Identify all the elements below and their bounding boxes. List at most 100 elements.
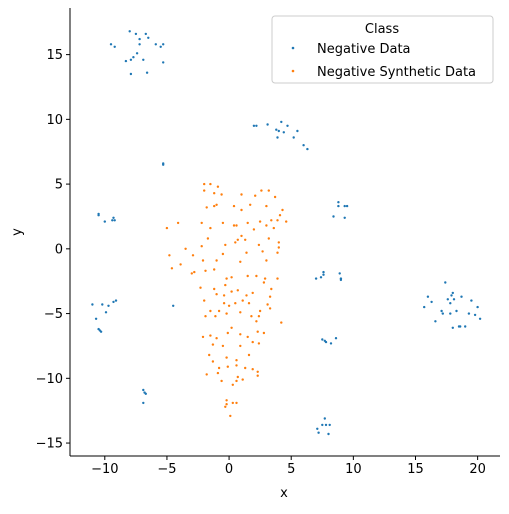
point-negative-synthetic-data-37	[244, 238, 247, 241]
point-negative-synthetic-data-97	[257, 315, 261, 318]
legend: Class Negative Data Negative Synthetic D…	[271, 15, 494, 84]
point-negative-synthetic-data-0	[203, 182, 206, 186]
point-negative-synthetic-data-58	[265, 259, 268, 262]
point-negative-synthetic-data-29	[270, 219, 273, 222]
point-negative-synthetic-data-66	[263, 277, 267, 280]
point-negative-synthetic-data-6	[240, 193, 243, 196]
point-negative-synthetic-data-2	[216, 185, 220, 188]
point-negative-synthetic-data-19	[265, 204, 268, 208]
point-negative-synthetic-data-86	[266, 303, 269, 306]
point-negative-synthetic-data-67	[276, 277, 279, 280]
point-negative-synthetic-data-9	[267, 189, 270, 192]
point-negative-data-85	[444, 281, 447, 284]
point-negative-synthetic-data-85	[247, 302, 251, 305]
point-negative-synthetic-data-11	[249, 203, 252, 206]
point-negative-data-84	[440, 309, 443, 313]
point-negative-data-93	[455, 309, 458, 313]
point-negative-synthetic-data-30	[276, 219, 279, 222]
point-negative-synthetic-data-22	[200, 221, 203, 225]
point-negative-synthetic-data-130	[231, 383, 234, 386]
point-negative-data-60	[343, 216, 346, 219]
point-negative-synthetic-data-120	[256, 370, 259, 373]
point-negative-data-67	[339, 278, 343, 282]
legend-box	[271, 15, 494, 84]
point-negative-data-92	[451, 326, 454, 329]
point-negative-synthetic-data-64	[246, 274, 249, 278]
point-negative-data-87	[449, 302, 452, 305]
point-negative-synthetic-data-5	[220, 193, 223, 196]
point-negative-data-75	[324, 423, 328, 427]
point-negative-synthetic-data-76	[215, 293, 218, 296]
point-negative-synthetic-data-123	[235, 364, 238, 367]
point-negative-synthetic-data-48	[191, 254, 195, 257]
y-tick-label-2: −5	[44, 307, 63, 322]
point-negative-data-102	[441, 312, 444, 315]
point-negative-synthetic-data-18	[240, 208, 243, 212]
point-negative-synthetic-data-68	[225, 277, 228, 280]
point-negative-synthetic-data-15	[213, 204, 216, 208]
point-negative-synthetic-data-102	[215, 337, 218, 340]
point-negative-synthetic-data-82	[222, 302, 226, 305]
y-ticks: −15 −10 −5 0 5 10 15	[36, 48, 70, 452]
point-negative-synthetic-data-113	[239, 344, 242, 348]
point-negative-data-73	[323, 417, 326, 420]
point-negative-synthetic-data-93	[204, 315, 207, 318]
point-negative-data-61	[322, 270, 325, 274]
point-negative-synthetic-data-84	[241, 299, 244, 302]
point-negative-data-44	[114, 299, 118, 302]
point-negative-synthetic-data-106	[246, 335, 249, 339]
point-negative-data-96	[464, 325, 467, 328]
point-negative-synthetic-data-17	[232, 204, 236, 208]
point-negative-synthetic-data-115	[225, 356, 228, 359]
point-negative-data-83	[434, 320, 437, 323]
point-negative-data-10	[138, 43, 141, 46]
point-negative-synthetic-data-49	[221, 252, 225, 256]
point-negative-synthetic-data-74	[262, 281, 266, 284]
point-negative-synthetic-data-112	[221, 344, 225, 348]
point-negative-data-7	[154, 43, 157, 46]
point-negative-synthetic-data-54	[170, 267, 174, 270]
point-negative-data-97	[467, 312, 471, 315]
y-tick-label-5: 10	[46, 113, 63, 128]
point-negative-synthetic-data-98	[280, 321, 283, 324]
point-negative-synthetic-data-56	[215, 259, 218, 262]
point-negative-synthetic-data-88	[217, 309, 221, 313]
point-negative-data-45	[104, 311, 108, 314]
point-negative-synthetic-data-107	[256, 330, 259, 333]
point-negative-synthetic-data-41	[277, 241, 280, 244]
point-negative-data-89	[451, 291, 454, 295]
point-negative-synthetic-data-136	[235, 401, 238, 405]
point-negative-data-68	[321, 338, 324, 341]
point-negative-synthetic-data-122	[226, 365, 229, 368]
point-negative-data-54	[142, 401, 145, 405]
point-negative-synthetic-data-79	[245, 294, 248, 297]
point-negative-synthetic-data-38	[234, 241, 237, 244]
point-negative-data-13	[132, 56, 135, 59]
points-layer	[91, 30, 482, 436]
point-negative-data-38	[112, 216, 115, 219]
legend-marker-negative-synthetic-data	[291, 69, 295, 73]
point-negative-synthetic-data-46	[184, 247, 187, 250]
point-negative-synthetic-data-135	[225, 403, 228, 406]
point-negative-data-80	[423, 305, 426, 309]
point-negative-data-51	[142, 388, 145, 392]
point-negative-synthetic-data-50	[245, 251, 248, 254]
point-negative-data-16	[162, 61, 165, 64]
point-negative-data-3	[134, 32, 138, 36]
point-negative-synthetic-data-23	[209, 226, 212, 230]
point-negative-data-2	[128, 30, 131, 33]
point-negative-data-12	[129, 58, 133, 61]
point-negative-data-70	[324, 340, 328, 344]
point-negative-data-18	[135, 52, 139, 55]
point-negative-data-90	[452, 298, 456, 301]
point-negative-data-31	[306, 147, 309, 151]
point-negative-synthetic-data-12	[281, 208, 284, 212]
point-negative-synthetic-data-21	[165, 226, 169, 230]
point-negative-synthetic-data-116	[247, 353, 251, 357]
point-negative-data-95	[460, 295, 463, 298]
point-negative-data-99	[473, 313, 477, 317]
point-negative-data-20	[255, 124, 258, 128]
point-negative-data-81	[426, 295, 430, 298]
point-negative-synthetic-data-13	[278, 214, 282, 217]
